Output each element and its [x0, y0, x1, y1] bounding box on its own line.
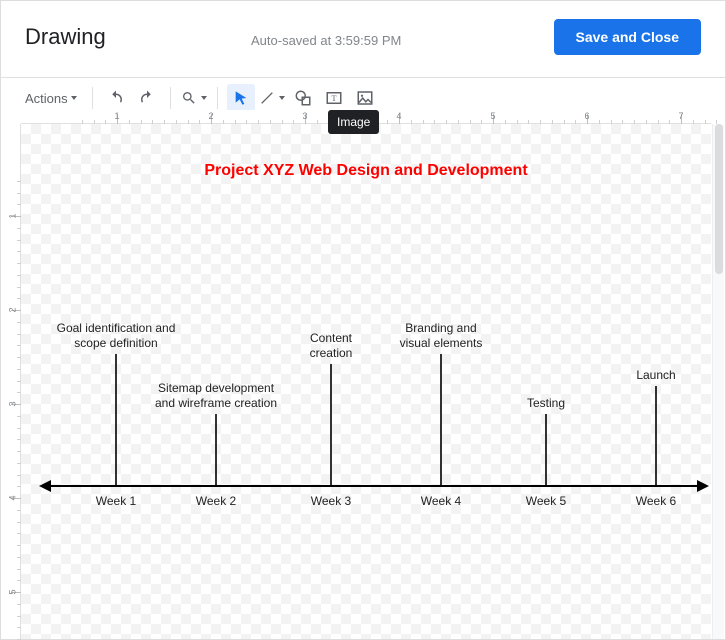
undo-button[interactable] [102, 84, 130, 112]
week-label[interactable]: Week 5 [526, 494, 566, 508]
textbox-tool[interactable]: T [320, 84, 348, 112]
milestone-label[interactable]: Testing [511, 396, 581, 411]
autosave-status: Auto-saved at 3:59:59 PM [251, 33, 401, 48]
shape-tool[interactable] [289, 84, 317, 112]
caret-down-icon [279, 96, 285, 100]
scrollbar-thumb[interactable] [715, 124, 723, 274]
milestone-label[interactable]: Branding and visual elements [391, 321, 491, 351]
week-label[interactable]: Week 4 [421, 494, 461, 508]
milestone-label[interactable]: Launch [621, 368, 691, 383]
ruler-vertical: 12345 [7, 124, 21, 639]
canvas-area[interactable]: Project XYZ Web Design and Development G… [21, 124, 711, 639]
separator [170, 87, 171, 109]
dialog-header: Drawing Auto-saved at 3:59:59 PM Save an… [1, 1, 725, 77]
dialog-title: Drawing [25, 24, 106, 50]
week-label[interactable]: Week 6 [636, 494, 676, 508]
image-tool[interactable] [351, 84, 379, 112]
caret-down-icon [201, 96, 207, 100]
week-label[interactable]: Week 2 [196, 494, 236, 508]
zoom-menu[interactable] [180, 84, 208, 112]
svg-text:T: T [331, 94, 336, 103]
redo-button[interactable] [133, 84, 161, 112]
image-tooltip: Image [328, 110, 379, 134]
week-label[interactable]: Week 3 [311, 494, 351, 508]
canvas[interactable]: Project XYZ Web Design and Development G… [21, 124, 711, 639]
actions-label: Actions [25, 91, 68, 106]
select-tool[interactable] [227, 84, 255, 112]
save-and-close-button[interactable]: Save and Close [554, 19, 702, 55]
separator [217, 87, 218, 109]
separator [92, 87, 93, 109]
drawing-dialog: Drawing Auto-saved at 3:59:59 PM Save an… [0, 0, 726, 640]
week-label[interactable]: Week 1 [96, 494, 136, 508]
actions-menu[interactable]: Actions [19, 84, 83, 112]
milestone-label[interactable]: Sitemap development and wireframe creati… [151, 381, 281, 411]
milestone-label[interactable]: Goal identification and scope definition [46, 321, 186, 351]
vertical-scrollbar[interactable] [712, 124, 724, 639]
timeline-svg [21, 124, 711, 639]
line-tool[interactable] [258, 84, 286, 112]
caret-down-icon [71, 96, 77, 100]
milestone-label[interactable]: Content creation [291, 331, 371, 361]
